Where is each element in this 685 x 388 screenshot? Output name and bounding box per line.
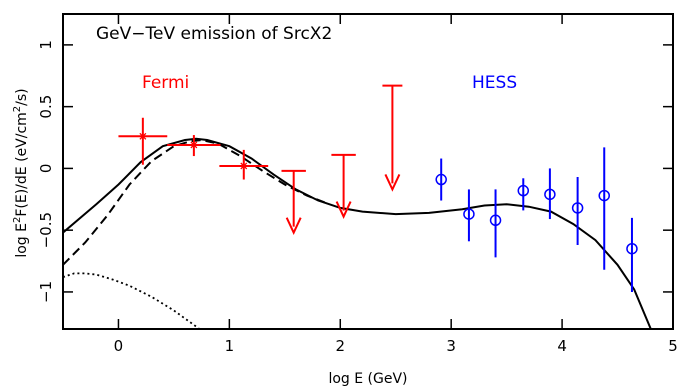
x-tick-label: 5 [668, 337, 678, 355]
x-tick-label: 1 [225, 337, 235, 355]
legend-fermi-label: Fermi [142, 73, 189, 93]
hess-data-point [463, 208, 475, 220]
chart-title: GeV−TeV emission of SrcX2 [96, 24, 332, 44]
y-tick-label: 0 [37, 164, 55, 174]
hess-data-point [544, 188, 556, 201]
hess-data-point [598, 189, 610, 202]
hess-data-point [489, 214, 502, 227]
model-curves [63, 137, 652, 329]
y-tick-label: 0.5 [37, 95, 55, 119]
hess-data-point [435, 173, 447, 186]
x-tick-label: 4 [557, 337, 567, 355]
y-tick-label: 1 [37, 40, 55, 50]
hess-data-point [626, 242, 638, 255]
x-tick-label: 3 [446, 337, 456, 355]
fermi-upper-limit-arrow [335, 201, 352, 219]
data-markers [118, 84, 638, 292]
x-tick-label: 2 [335, 337, 345, 355]
hess-data-point [571, 202, 584, 214]
fermi-upper-limit-arrow [285, 217, 302, 236]
y-axis-title: log E2F(E)/dE (eV/cm2/s) [12, 88, 30, 257]
x-tick-label: 0 [114, 337, 124, 355]
dashed-model-curve [63, 138, 330, 266]
axis-ticks: 0 1 2 3 4 5 −1 −0.5 0 0.5 1 [37, 14, 678, 355]
solid-model-curve [63, 137, 652, 329]
legend-hess-label: HESS [472, 73, 517, 93]
x-axis-title: log E (GeV) [328, 371, 407, 387]
fermi-upper-limit-arrow [384, 173, 401, 192]
fermi-data-point [190, 141, 198, 149]
fermi-data-point [240, 162, 248, 170]
dotted-model-curve [63, 272, 200, 329]
plot-frame [62, 13, 674, 330]
y-tick-label: −0.5 [37, 212, 55, 248]
fermi-data-point [139, 132, 147, 140]
hess-data-point [517, 184, 530, 197]
y-tick-label: −1 [37, 281, 55, 303]
